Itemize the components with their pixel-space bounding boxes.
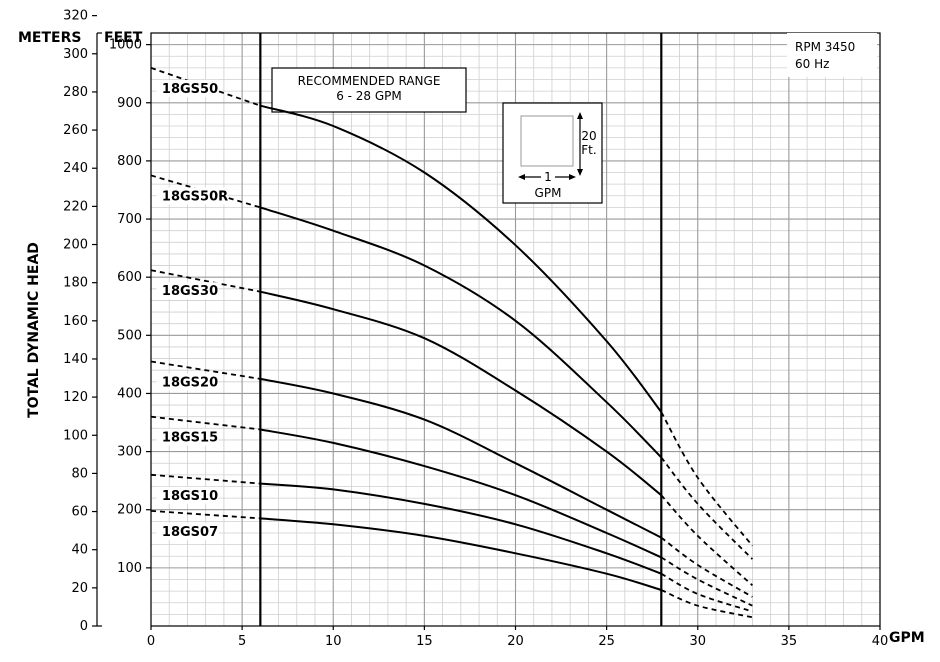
curve-label-18gs50: 18GS50 [162, 82, 218, 97]
scale-key-vertical-unit: Ft. [581, 143, 596, 157]
rpm-note-speed: RPM 3450 [795, 40, 855, 54]
curve-18gs15-solid [260, 428, 662, 559]
meter-tick-label: 220 [63, 199, 88, 214]
curve-18gs30-dashed-low [150, 269, 261, 293]
curve-18gs10-dashed-high [660, 572, 753, 613]
feet-unit-label: FEET [104, 30, 143, 46]
feet-tick-label: 500 [117, 328, 142, 343]
curve-label-18gs50r: 18GS50R [162, 189, 228, 204]
meter-tick-label: 240 [63, 161, 88, 176]
meter-tick-label: 100 [63, 428, 88, 443]
curve-label-18gs30: 18GS30 [162, 284, 218, 299]
curve-18gs30: 18GS30 [150, 269, 754, 586]
meter-tick-label: 300 [63, 47, 88, 62]
curve-18gs15: 18GS15 [150, 415, 753, 607]
feet-tick-label: 900 [117, 96, 142, 111]
curve-18gs30-dashed-high [660, 494, 754, 586]
feet-tick-label: 300 [117, 445, 142, 460]
x-tick-label: 0 [147, 634, 155, 649]
curve-label-background [156, 373, 219, 391]
curve-18gs50: 18GS50 [150, 67, 754, 547]
curve-18gs07-dashed-low [150, 510, 261, 520]
feet-tick-label: 200 [117, 503, 142, 518]
meter-tick-label: 260 [63, 123, 88, 138]
curve-label-background [156, 187, 228, 205]
recommended-range-values: 6 - 28 GPM [336, 89, 402, 103]
curve-18gs50r-solid [260, 206, 663, 459]
curve-18gs10-dashed-low [150, 473, 261, 485]
meter-tick-label: 280 [63, 85, 88, 100]
x-axis-ticks: 0 5 10 15 20 25 30 35 40 [147, 626, 888, 649]
scale-key-horizontal-unit: GPM [535, 186, 562, 200]
curve-label-background [156, 282, 219, 300]
curve-18gs30-solid [260, 290, 662, 496]
curve-label-background [156, 522, 219, 540]
curve-18gs20-dashed-high [660, 536, 753, 598]
meter-tick-label: 180 [63, 276, 88, 291]
curve-18gs15-dashed-low [150, 415, 261, 431]
meter-axis-ticks: 0 20 40 60 80 100 120 140 160 180 200 220 240 260 280 3… [63, 9, 102, 634]
x-tick-label: 40 [872, 634, 889, 649]
meters-unit-label: METERS [18, 30, 81, 46]
meter-tick-label: 320 [63, 9, 88, 24]
curve-18gs07-solid [260, 517, 662, 591]
curve-18gs20: 18GS20 [150, 360, 753, 598]
curve-18gs15-dashed-high [660, 556, 753, 607]
x-tick-label: 35 [781, 634, 798, 649]
curve-18gs20-solid [260, 377, 662, 539]
rpm-note-frequency: 60 Hz [795, 57, 829, 71]
curve-18gs50r-dashed-high [660, 456, 754, 560]
x-tick-label: 25 [598, 634, 615, 649]
feet-tick-label: 1000 [109, 38, 142, 53]
curve-18gs50-solid [260, 104, 663, 413]
meter-tick-label: 200 [63, 238, 88, 253]
meter-tick-label: 0 [80, 619, 88, 634]
x-tick-label: 30 [689, 634, 706, 649]
feet-tick-label: 700 [117, 212, 142, 227]
feet-tick-label: 800 [117, 154, 142, 169]
curve-label-18gs10: 18GS10 [162, 489, 218, 504]
x-axis-label: GPM [889, 630, 925, 646]
recommended-range-title: RECOMMENDED RANGE [298, 74, 441, 88]
rpm-note: RPM 3450 60 Hz [787, 33, 877, 77]
feet-tick-label: 600 [117, 270, 142, 285]
meter-tick-label: 140 [63, 352, 88, 367]
meter-tick-label: 60 [71, 505, 88, 520]
pump-curves: 18GS50 18GS50R 18GS30 18GS20 18GS15 18GS10 18G… [150, 67, 754, 619]
meter-tick-label: 120 [63, 390, 88, 405]
x-tick-label: 5 [238, 634, 246, 649]
feet-tick-label: 400 [117, 386, 142, 401]
curve-18gs07-dashed-high [660, 589, 753, 619]
x-tick-label: 15 [416, 634, 433, 649]
curve-18gs50r: 18GS50R [150, 174, 754, 560]
curve-18gs50-dashed-high [660, 411, 754, 547]
meter-tick-label: 20 [71, 581, 88, 596]
curve-label-18gs07: 18GS07 [162, 525, 218, 540]
curve-label-background [156, 428, 219, 446]
x-tick-label: 20 [507, 634, 524, 649]
scale-key: 20 Ft. 1 GPM [502, 102, 603, 204]
recommended-range-annotation: RECOMMENDED RANGE 6 - 28 GPM [271, 67, 467, 113]
curve-18gs10: 18GS10 [150, 473, 753, 613]
curve-label-background [156, 486, 219, 504]
curve-label-18gs20: 18GS20 [162, 375, 218, 390]
curve-18gs07: 18GS07 [150, 510, 753, 619]
curve-18gs20-dashed-low [150, 360, 261, 380]
meter-tick-label: 40 [71, 543, 88, 558]
curve-label-18gs15: 18GS15 [162, 431, 218, 446]
y-axis-label: TOTAL DYNAMIC HEAD [26, 242, 42, 418]
meter-tick-label: 160 [63, 314, 88, 329]
curve-18gs10-solid [260, 482, 662, 575]
curve-label-background [156, 79, 219, 97]
feet-tick-label: 100 [117, 561, 142, 576]
scale-key-vertical-value: 20 [581, 129, 596, 143]
scale-key-horizontal-value: 1 [544, 170, 552, 184]
meter-tick-label: 80 [71, 466, 88, 481]
feet-axis-ticks: 100 200 300 400 500 600 700 800 900 1000 [109, 38, 151, 576]
x-tick-label: 10 [325, 634, 342, 649]
